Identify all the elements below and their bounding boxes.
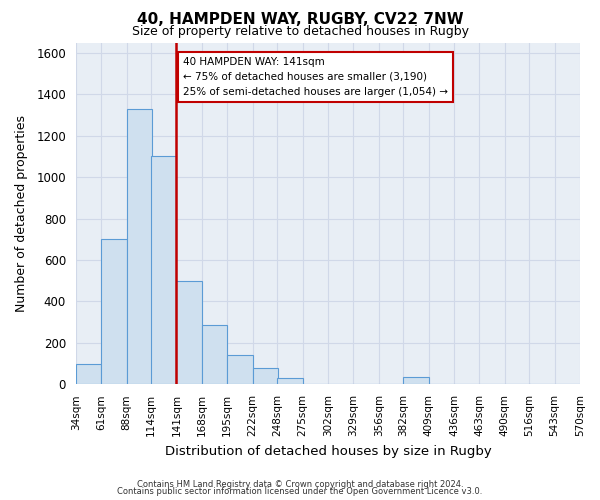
Y-axis label: Number of detached properties: Number of detached properties [15, 115, 28, 312]
Bar [403, 377, 428, 384]
Text: Size of property relative to detached houses in Rugby: Size of property relative to detached ho… [131, 25, 469, 38]
Bar [176, 280, 202, 384]
Bar [76, 364, 101, 384]
Text: 40 HAMPDEN WAY: 141sqm
← 75% of detached houses are smaller (3,190)
25% of semi-: 40 HAMPDEN WAY: 141sqm ← 75% of detached… [183, 57, 448, 96]
Text: 40, HAMPDEN WAY, RUGBY, CV22 7NW: 40, HAMPDEN WAY, RUGBY, CV22 7NW [137, 12, 463, 28]
Bar [151, 156, 176, 384]
Text: Contains public sector information licensed under the Open Government Licence v3: Contains public sector information licen… [118, 488, 482, 496]
Bar [101, 240, 127, 384]
Bar [127, 109, 152, 384]
Bar [202, 326, 227, 384]
Bar [227, 356, 253, 384]
Bar [253, 368, 278, 384]
X-axis label: Distribution of detached houses by size in Rugby: Distribution of detached houses by size … [164, 444, 491, 458]
Text: Contains HM Land Registry data © Crown copyright and database right 2024.: Contains HM Land Registry data © Crown c… [137, 480, 463, 489]
Bar [277, 378, 302, 384]
